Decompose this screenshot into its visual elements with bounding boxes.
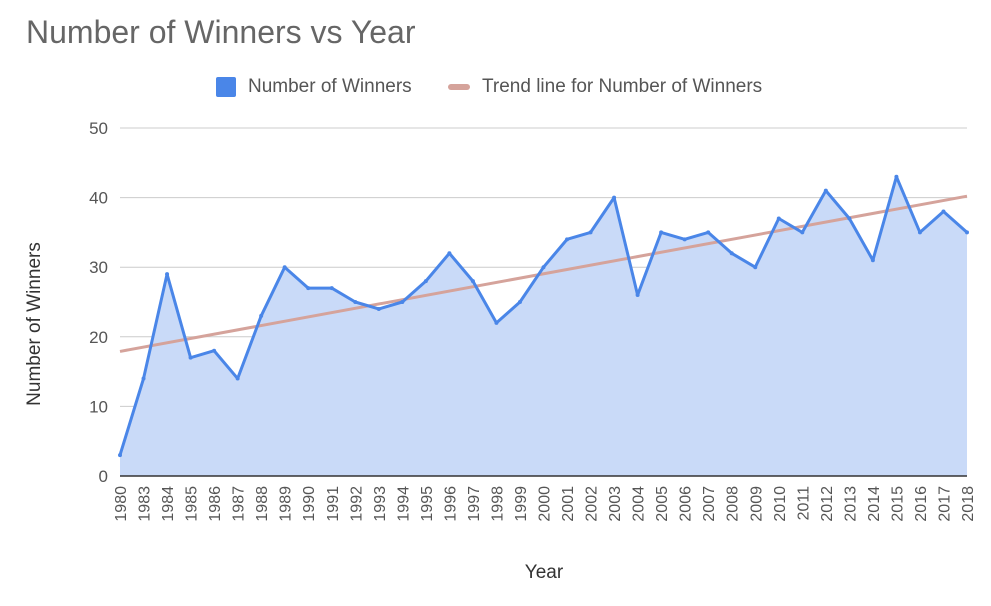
x-tick-label-2008: 2008 xyxy=(725,486,742,522)
trendline xyxy=(119,194,968,353)
y-tick-label-20: 20 xyxy=(89,328,108,347)
x-tick-label-2015: 2015 xyxy=(889,486,906,522)
x-tick-label-2001: 2001 xyxy=(560,486,577,522)
data-point-1992 xyxy=(353,300,358,304)
x-tick-label-1988: 1988 xyxy=(254,486,271,522)
x-tick-label-1996: 1996 xyxy=(442,486,459,522)
legend-label-series: Number of Winners xyxy=(248,76,412,97)
legend-item-trendline[interactable]: Trend line for Number of Winners xyxy=(448,72,762,102)
x-tick-label-1997: 1997 xyxy=(466,486,483,522)
x-tick-label-1999: 1999 xyxy=(513,486,530,522)
y-tick-label-10: 10 xyxy=(89,397,108,416)
data-point-1985 xyxy=(188,355,193,360)
x-tick-label-1998: 1998 xyxy=(489,486,506,522)
series-area-fill xyxy=(120,176,967,476)
x-tick-label-1983: 1983 xyxy=(137,486,154,522)
data-point-2017 xyxy=(941,209,946,214)
x-tick-label-1984: 1984 xyxy=(160,486,177,522)
data-point-1984 xyxy=(165,272,170,277)
legend: Number of Winners Trend line for Number … xyxy=(0,72,991,102)
data-point-1980 xyxy=(118,453,122,458)
legend-label-trendline: Trend line for Number of Winners xyxy=(482,76,763,97)
data-point-2016 xyxy=(917,230,922,235)
data-point-1990 xyxy=(306,286,311,291)
x-tick-label-1991: 1991 xyxy=(325,486,342,522)
data-point-2010 xyxy=(776,216,781,221)
x-tick-label-1995: 1995 xyxy=(419,486,436,522)
data-point-1989 xyxy=(282,265,287,270)
trendline-line xyxy=(119,194,968,353)
legend-item-series[interactable]: Number of Winners xyxy=(216,72,412,102)
data-point-2013 xyxy=(847,216,852,221)
data-point-2015 xyxy=(894,174,899,179)
data-point-2009 xyxy=(753,265,758,270)
data-point-2014 xyxy=(870,258,875,263)
x-tick-label-2009: 2009 xyxy=(748,486,765,522)
data-point-1988 xyxy=(259,313,264,318)
data-point-2012 xyxy=(823,188,828,193)
x-tick-label-2013: 2013 xyxy=(842,486,859,522)
series-area xyxy=(120,176,967,476)
y-tick-label-40: 40 xyxy=(89,189,108,208)
data-point-1996 xyxy=(447,251,452,256)
x-tick-label-2012: 2012 xyxy=(819,486,836,522)
x-tick-label-1980: 1980 xyxy=(113,486,130,522)
data-point-1998 xyxy=(494,320,499,325)
data-point-1994 xyxy=(400,300,405,304)
data-point-1997 xyxy=(470,279,475,284)
x-tick-label-2000: 2000 xyxy=(537,486,554,522)
x-tick-label-2007: 2007 xyxy=(701,486,718,522)
y-tick-label-0: 0 xyxy=(99,467,108,486)
data-point-1987 xyxy=(235,376,240,381)
data-point-2001 xyxy=(565,237,570,242)
x-tick-label-2018: 2018 xyxy=(960,486,977,522)
series-line xyxy=(118,174,969,458)
x-tick-label-1993: 1993 xyxy=(372,486,389,522)
x-tick-label-1989: 1989 xyxy=(278,486,295,522)
data-point-2004 xyxy=(635,293,640,298)
data-point-1983 xyxy=(141,376,146,381)
legend-swatch-trendline xyxy=(448,84,470,90)
x-tick-label-2003: 2003 xyxy=(607,486,624,522)
y-tick-label-30: 30 xyxy=(89,258,108,277)
data-point-2006 xyxy=(682,237,687,242)
x-tick-label-2006: 2006 xyxy=(678,486,695,522)
x-tick-label-2010: 2010 xyxy=(772,486,789,522)
data-point-2011 xyxy=(800,230,805,235)
x-tick-label-1987: 1987 xyxy=(231,486,248,522)
y-tick-label-50: 50 xyxy=(89,119,108,138)
data-point-2003 xyxy=(612,195,617,200)
x-tick-label-2005: 2005 xyxy=(654,486,671,522)
x-tick-label-2002: 2002 xyxy=(584,486,601,522)
x-tick-label-2016: 2016 xyxy=(913,486,930,522)
x-tick-label-2014: 2014 xyxy=(866,486,883,522)
x-tick-label-1985: 1985 xyxy=(184,486,201,522)
x-tick-label-2011: 2011 xyxy=(795,486,812,521)
legend-swatch-series xyxy=(216,77,236,97)
data-point-2000 xyxy=(541,265,546,270)
data-point-1995 xyxy=(423,279,428,284)
data-point-2002 xyxy=(588,230,593,235)
x-tick-label-1990: 1990 xyxy=(301,486,318,522)
x-tick-label-2017: 2017 xyxy=(936,486,953,522)
x-tick-label-1986: 1986 xyxy=(207,486,224,522)
data-point-2005 xyxy=(659,230,664,235)
chart-title: Number of Winners vs Year xyxy=(26,14,416,50)
data-point-1993 xyxy=(376,306,381,311)
data-point-2008 xyxy=(729,251,734,256)
x-tick-label-1994: 1994 xyxy=(395,486,412,522)
axes: 0 10 20 30 40 50 1980 1983 1984 1985 1986 1987 1988 1… xyxy=(89,119,977,522)
data-point-2007 xyxy=(706,230,711,235)
x-tick-label-1992: 1992 xyxy=(348,486,365,522)
x-axis-title: Year xyxy=(525,562,564,583)
data-point-1986 xyxy=(212,348,217,353)
data-point-2018 xyxy=(965,230,969,235)
x-tick-label-2004: 2004 xyxy=(631,486,648,522)
y-axis-title: Number of Winners xyxy=(24,242,45,406)
data-point-1991 xyxy=(329,286,334,291)
data-point-1999 xyxy=(517,300,522,304)
